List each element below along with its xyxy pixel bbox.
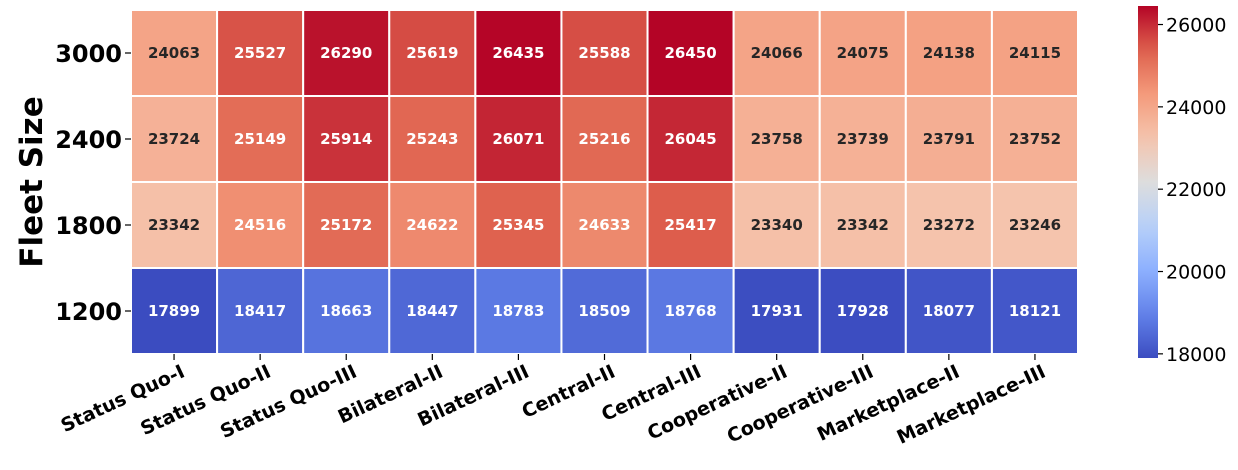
cell-value-label: 23342 — [837, 216, 889, 234]
cell-value-label: 23739 — [837, 130, 889, 148]
cell-value-label: 25588 — [578, 44, 630, 62]
heatmap-cell — [904, 267, 993, 355]
cell-value-label: 25149 — [234, 130, 286, 148]
x-tick-label: Marketplace-II — [814, 361, 963, 446]
heatmap-cell — [560, 9, 649, 97]
cell-value-label: 23272 — [923, 216, 975, 234]
cell-value-label: 18077 — [923, 302, 975, 320]
cell-value-label: 26071 — [492, 130, 544, 148]
heatmap-cell — [990, 9, 1080, 97]
colorbar — [1138, 6, 1158, 358]
colorbar-tick-label: 20000 — [1166, 262, 1226, 284]
heatmap-cell — [818, 95, 907, 183]
heatmap-cell — [560, 267, 649, 355]
cell-value-label: 23791 — [923, 130, 975, 148]
cell-value-label: 26290 — [320, 44, 372, 62]
cell-value-label: 25243 — [406, 130, 458, 148]
heatmap-cell — [474, 95, 563, 183]
y-tick-label: 3000 — [55, 40, 122, 68]
cell-value-label: 23246 — [1009, 216, 1061, 234]
cell-value-label: 24063 — [148, 44, 200, 62]
cell-value-label: 18783 — [492, 302, 544, 320]
heatmap-cell — [216, 9, 305, 97]
cell-value-label: 24516 — [234, 216, 286, 234]
heatmap-cell — [818, 181, 907, 269]
cell-value-label: 25172 — [320, 216, 372, 234]
cell-value-label: 17931 — [751, 302, 803, 320]
colorbar-tick-label: 24000 — [1166, 97, 1226, 119]
heatmap-cell — [474, 181, 563, 269]
cell-value-label: 24066 — [751, 44, 803, 62]
cell-value-label: 23752 — [1009, 130, 1061, 148]
heatmap-cell — [646, 181, 735, 269]
heatmap-cells: 24063 25527 26290 25619 26435 25588 26450 24066… — [130, 9, 1080, 355]
cell-value-label: 18447 — [406, 302, 458, 320]
cell-value-label: 24115 — [1009, 44, 1061, 62]
heatmap-cell — [904, 95, 993, 183]
cell-value-label: 24633 — [578, 216, 630, 234]
x-tick-label: Cooperative-III — [724, 361, 877, 448]
cell-value-label: 17928 — [837, 302, 889, 320]
cell-value-label: 18417 — [234, 302, 286, 320]
cell-value-label: 26450 — [664, 44, 716, 62]
colorbar-tick-label: 26000 — [1166, 15, 1226, 37]
cell-value-label: 25216 — [578, 130, 630, 148]
cell-value-label: 24622 — [406, 216, 458, 234]
cell-value-label: 23342 — [148, 216, 200, 234]
cell-value-label: 18768 — [664, 302, 716, 320]
heatmap-cell — [818, 267, 907, 355]
cell-value-label: 24138 — [923, 44, 975, 62]
cell-value-label: 18663 — [320, 302, 372, 320]
cell-value-label: 25619 — [406, 44, 458, 62]
heatmap-cell — [732, 95, 821, 183]
heatmap-cell — [560, 95, 649, 183]
cell-value-label: 26045 — [664, 130, 716, 148]
cell-value-label: 17899 — [148, 302, 200, 320]
heatmap-cell — [302, 95, 391, 183]
heatmap-cell — [990, 181, 1080, 269]
heatmap-cell — [130, 9, 219, 97]
cell-value-label: 23340 — [751, 216, 803, 234]
heatmap-cell — [388, 267, 477, 355]
cell-value-label: 25914 — [320, 130, 372, 148]
heatmap-cell — [646, 95, 735, 183]
y-axis-ticks: 3000 2400 1800 1200 — [55, 40, 131, 326]
y-tick-label: 2400 — [55, 126, 122, 154]
y-tick-label: 1800 — [55, 212, 122, 240]
cell-value-label: 25417 — [664, 216, 716, 234]
heatmap-cell — [560, 181, 649, 269]
heatmap-cell — [732, 9, 821, 97]
cell-value-label: 23724 — [148, 130, 200, 148]
colorbar-tick-label: 18000 — [1166, 344, 1226, 366]
heatmap-cell — [990, 267, 1080, 355]
y-tick-label: 1200 — [55, 298, 122, 326]
heatmap-cell — [130, 95, 219, 183]
colorbar-tick-label: 22000 — [1166, 179, 1226, 201]
heatmap-cell — [130, 181, 219, 269]
cell-value-label: 25345 — [492, 216, 544, 234]
x-tick-label: Marketplace-III — [894, 361, 1050, 449]
cell-value-label: 23758 — [751, 130, 803, 148]
cell-value-label: 24075 — [837, 44, 889, 62]
cell-value-label: 18121 — [1009, 302, 1061, 320]
heatmap-cell — [904, 9, 993, 97]
colorbar-ticks: 18000 20000 22000 24000 26000 — [1158, 15, 1226, 366]
heatmap-cell — [646, 267, 735, 355]
cell-value-label: 18509 — [578, 302, 630, 320]
cell-value-label: 26435 — [492, 44, 544, 62]
cell-value-label: 25527 — [234, 44, 286, 62]
heatmap-cell — [302, 267, 391, 355]
y-axis-label: Fleet Size — [14, 96, 50, 267]
heatmap-cell — [990, 95, 1080, 183]
